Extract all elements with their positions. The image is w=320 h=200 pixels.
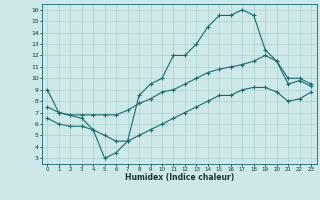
X-axis label: Humidex (Indice chaleur): Humidex (Indice chaleur) [124,173,234,182]
